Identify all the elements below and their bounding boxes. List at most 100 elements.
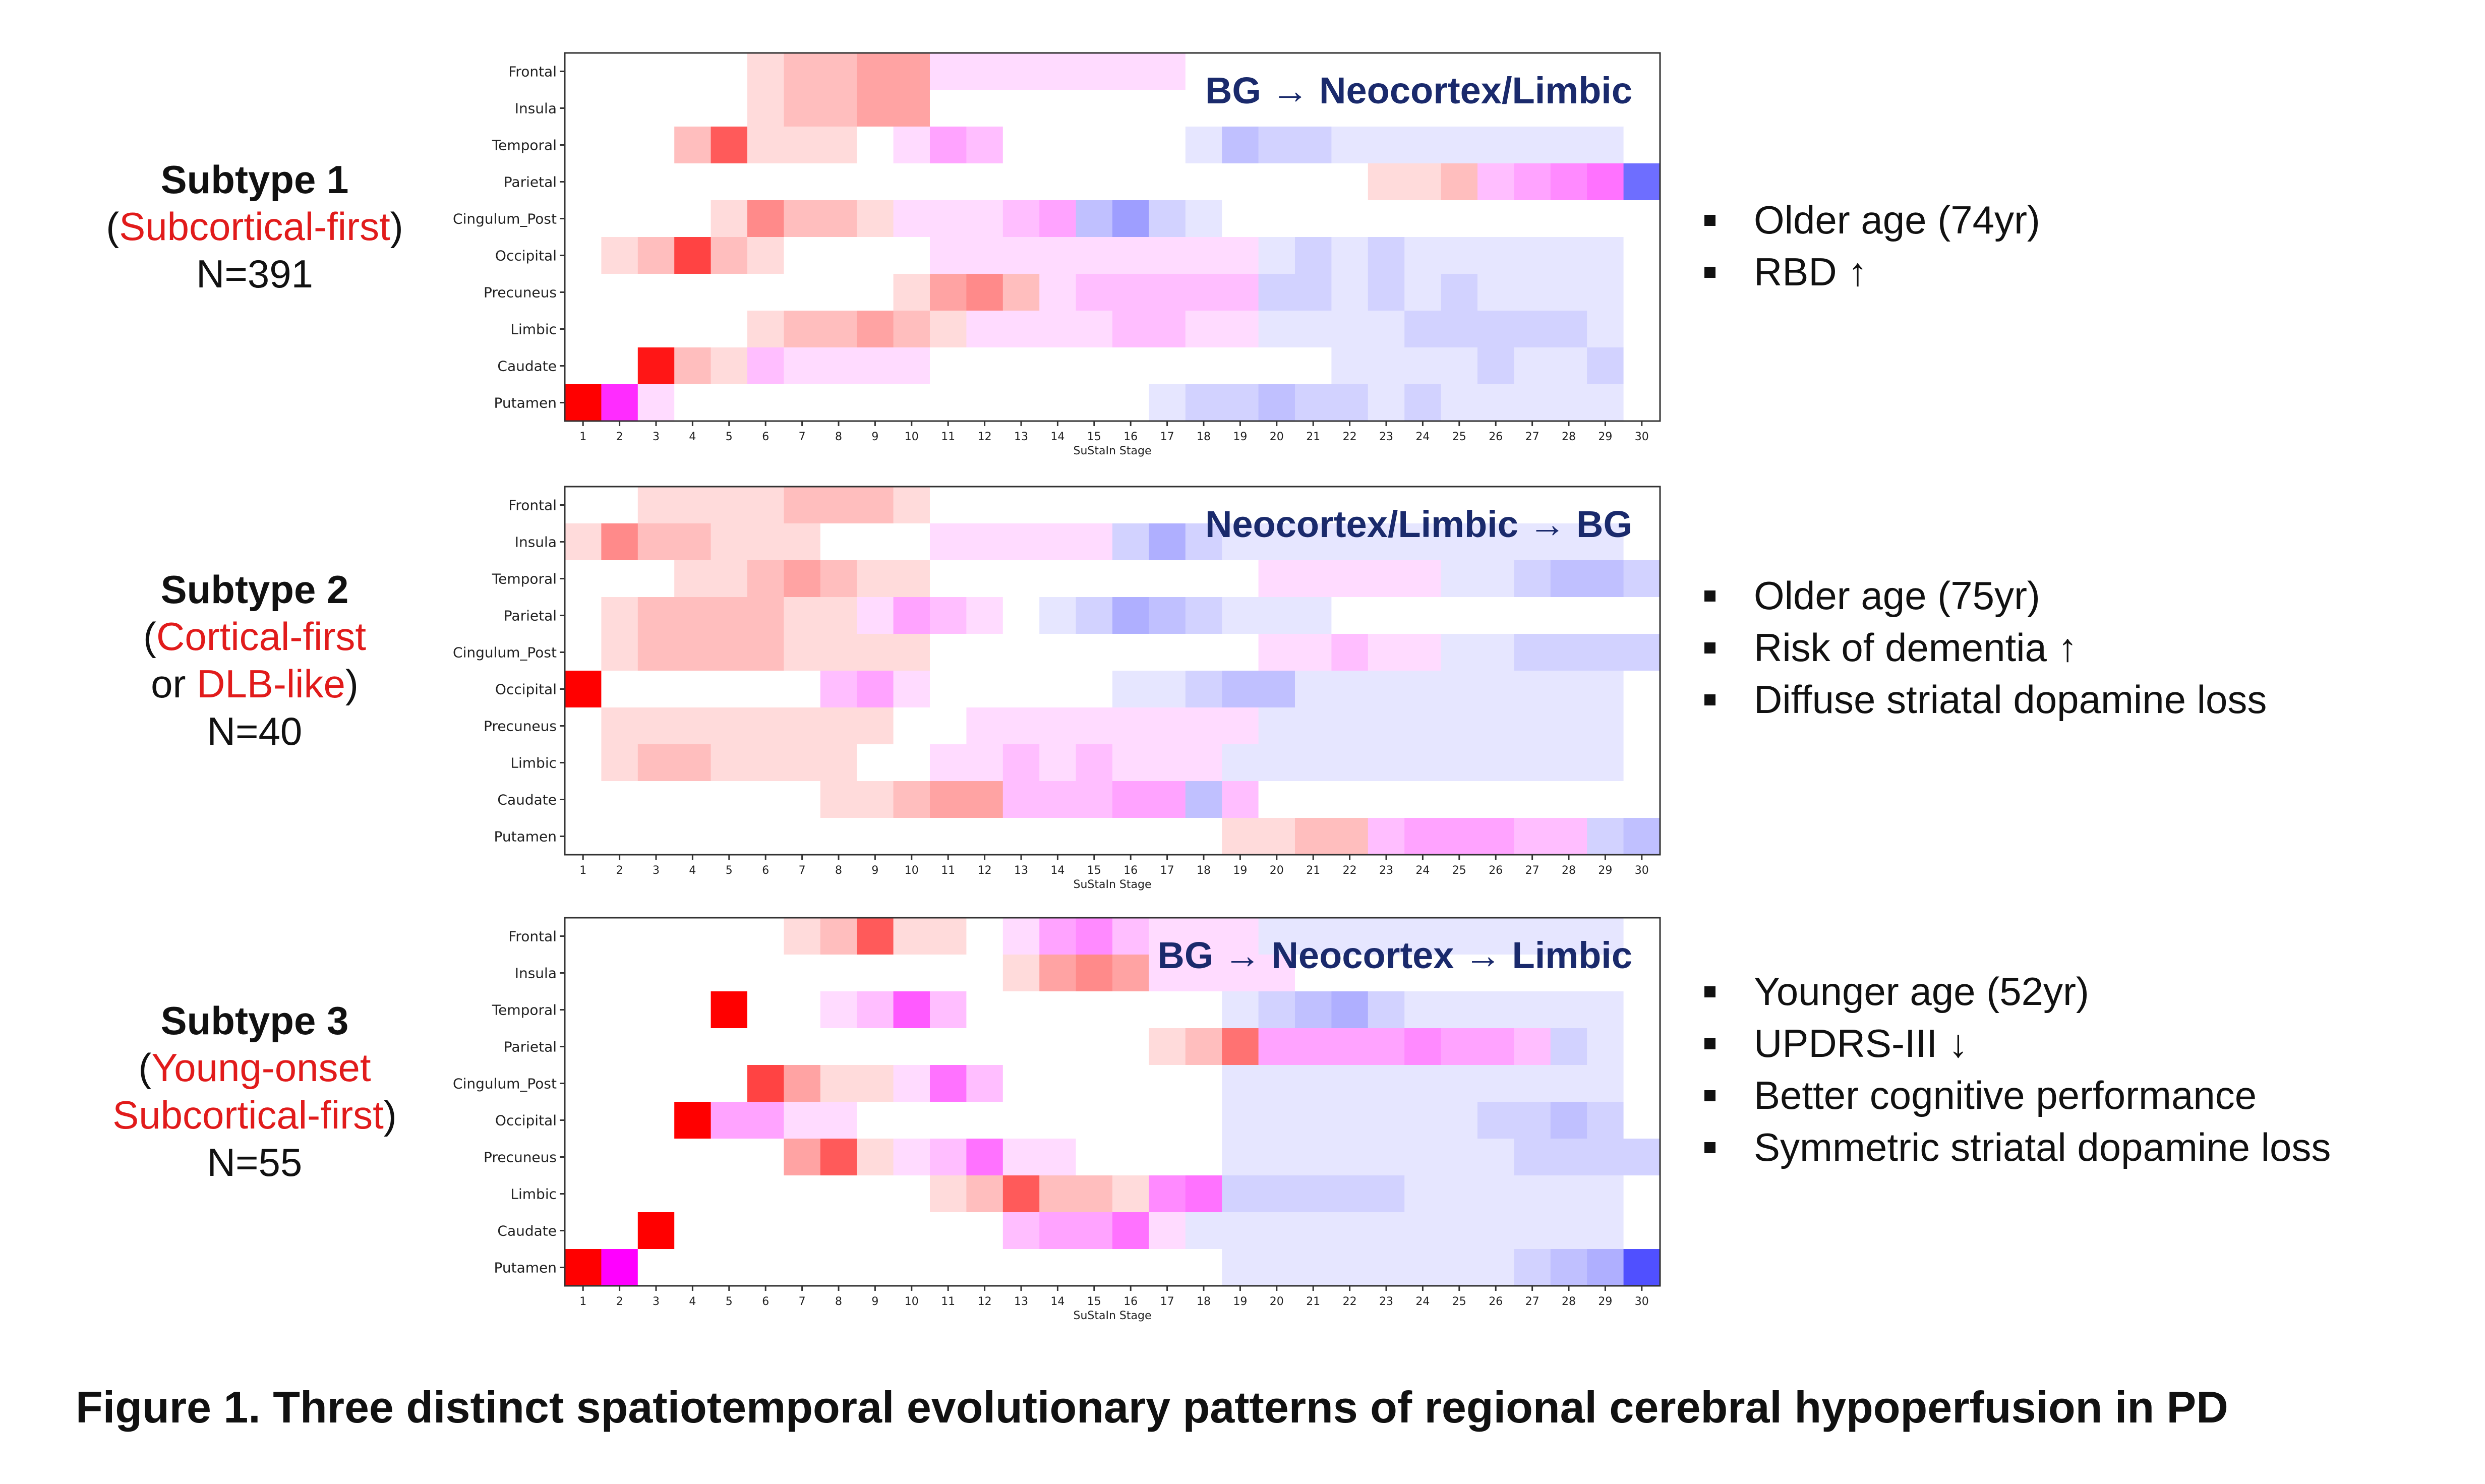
heatmap-cell bbox=[637, 1212, 675, 1250]
heatmap-cell bbox=[1514, 744, 1551, 782]
heatmap-cell bbox=[1368, 671, 1405, 708]
heatmap-cell bbox=[1514, 955, 1551, 992]
heatmap-cell bbox=[1587, 127, 1624, 164]
heatmap-cell bbox=[1002, 781, 1040, 818]
stage-label: 26 bbox=[1489, 431, 1503, 443]
heatmap-cell bbox=[1404, 1065, 1442, 1102]
clinical-features-list: Older age (74yr) RBD ↑ bbox=[1704, 194, 2040, 298]
heatmap-cell bbox=[1587, 560, 1624, 598]
heatmap-cell bbox=[1587, 1139, 1624, 1176]
heatmap-cell bbox=[1149, 384, 1186, 422]
heatmap-cell bbox=[1404, 1139, 1442, 1176]
heatmap-cell bbox=[857, 744, 894, 782]
heatmap-cell bbox=[1039, 274, 1077, 311]
heatmap-cell bbox=[1002, 918, 1040, 955]
stage-label: 17 bbox=[1160, 431, 1174, 443]
heatmap-cell bbox=[784, 200, 821, 238]
heatmap-cell bbox=[1550, 1139, 1587, 1176]
region-label: Precuneus bbox=[484, 1149, 557, 1166]
heatmap-cell bbox=[1112, 237, 1149, 274]
heatmap-cell bbox=[1441, 1212, 1478, 1250]
stage-label: 19 bbox=[1233, 1295, 1247, 1308]
heatmap-cell bbox=[1404, 671, 1442, 708]
heatmap-cell bbox=[1112, 1139, 1149, 1176]
heatmap-cell bbox=[1404, 1212, 1442, 1250]
stage-label: 12 bbox=[978, 1295, 992, 1308]
heatmap-cell bbox=[1295, 237, 1332, 274]
heatmap-cell bbox=[747, 744, 784, 782]
heatmap-cell bbox=[966, 1065, 1003, 1102]
heatmap-cell bbox=[1477, 311, 1514, 348]
heatmap-cell bbox=[857, 991, 894, 1029]
heatmap-cell bbox=[893, 918, 930, 955]
heatmap-cell bbox=[1477, 1139, 1514, 1176]
heatmap-cell bbox=[565, 90, 602, 127]
heatmap-cell bbox=[1076, 1139, 1113, 1176]
heatmap-cell bbox=[674, 487, 712, 524]
heatmap-cell bbox=[1550, 127, 1587, 164]
heatmap-cell bbox=[1623, 90, 1661, 127]
heatmap-cell bbox=[1076, 597, 1113, 634]
stage-label: 29 bbox=[1598, 431, 1612, 443]
heatmap-cell bbox=[1002, 487, 1040, 524]
list-item: Younger age (52yr) bbox=[1704, 966, 2331, 1018]
heatmap-cell bbox=[784, 818, 821, 855]
heatmap-cell bbox=[711, 311, 748, 348]
stage-label: 16 bbox=[1123, 431, 1138, 443]
heatmap-cell bbox=[1185, 560, 1222, 598]
stage-label: 7 bbox=[799, 864, 806, 877]
heatmap-cell bbox=[930, 918, 967, 955]
heatmap-cell bbox=[565, 1102, 602, 1139]
heatmap-cell bbox=[565, 1028, 602, 1065]
stage-label: 5 bbox=[726, 1295, 733, 1308]
heatmap-cell bbox=[1149, 237, 1186, 274]
heatmap-cell bbox=[1331, 237, 1369, 274]
clinical-feature-text: Risk of dementia ↑ bbox=[1754, 625, 2078, 670]
heatmap-cell bbox=[930, 274, 967, 311]
heatmap-cell bbox=[1185, 274, 1222, 311]
heatmap-cell bbox=[711, 384, 748, 422]
heatmap-cell bbox=[1039, 1102, 1077, 1139]
heatmap-cell bbox=[1076, 991, 1113, 1029]
heatmap-cell bbox=[1076, 1175, 1113, 1213]
heatmap-cell bbox=[1295, 311, 1332, 348]
heatmap-cell bbox=[674, 818, 712, 855]
heatmap-cell bbox=[1295, 818, 1332, 855]
heatmap-cell bbox=[1368, 384, 1405, 422]
stage-label: 16 bbox=[1123, 1295, 1138, 1308]
heatmap-cell bbox=[966, 991, 1003, 1029]
heatmap-cell bbox=[711, 707, 748, 745]
heatmap-cell bbox=[1295, 1028, 1332, 1065]
progression-annotation: BG → Neocortex → Limbic bbox=[1157, 934, 1632, 976]
heatmap-cell bbox=[1368, 1139, 1405, 1176]
heatmap-cell bbox=[674, 384, 712, 422]
stage-label: 18 bbox=[1197, 1295, 1211, 1308]
heatmap-cell bbox=[1404, 127, 1442, 164]
heatmap-cell bbox=[893, 384, 930, 422]
heatmap-cell bbox=[674, 90, 712, 127]
heatmap-cell bbox=[1076, 671, 1113, 708]
heatmap-cell bbox=[1404, 347, 1442, 385]
heatmap-cell bbox=[637, 127, 675, 164]
heatmap-cell bbox=[1112, 1102, 1149, 1139]
heatmap-cell bbox=[1477, 918, 1514, 955]
heatmap-cell bbox=[1149, 347, 1186, 385]
region-label: Parietal bbox=[504, 1039, 557, 1055]
heatmap-cell bbox=[747, 200, 784, 238]
heatmap-cell bbox=[1514, 127, 1551, 164]
heatmap-cell bbox=[820, 818, 857, 855]
region-label: Precuneus bbox=[484, 718, 557, 735]
heatmap-cell bbox=[565, 523, 602, 561]
heatmap-cell bbox=[1623, 707, 1661, 745]
heatmap-cell bbox=[1258, 53, 1295, 90]
heatmap-cell bbox=[674, 127, 712, 164]
heatmap-cell bbox=[966, 237, 1003, 274]
heatmap-cell bbox=[1587, 274, 1624, 311]
heatmap-cell bbox=[711, 1102, 748, 1139]
heatmap-cell bbox=[966, 560, 1003, 598]
heatmap-cell bbox=[1039, 634, 1077, 671]
subtype-label-block: Subtype 2 (Cortical-first or DLB-like) N=40 bbox=[45, 464, 464, 857]
heatmap-cell bbox=[1002, 127, 1040, 164]
heatmap-cell bbox=[1112, 671, 1149, 708]
heatmap-cell bbox=[1002, 274, 1040, 311]
